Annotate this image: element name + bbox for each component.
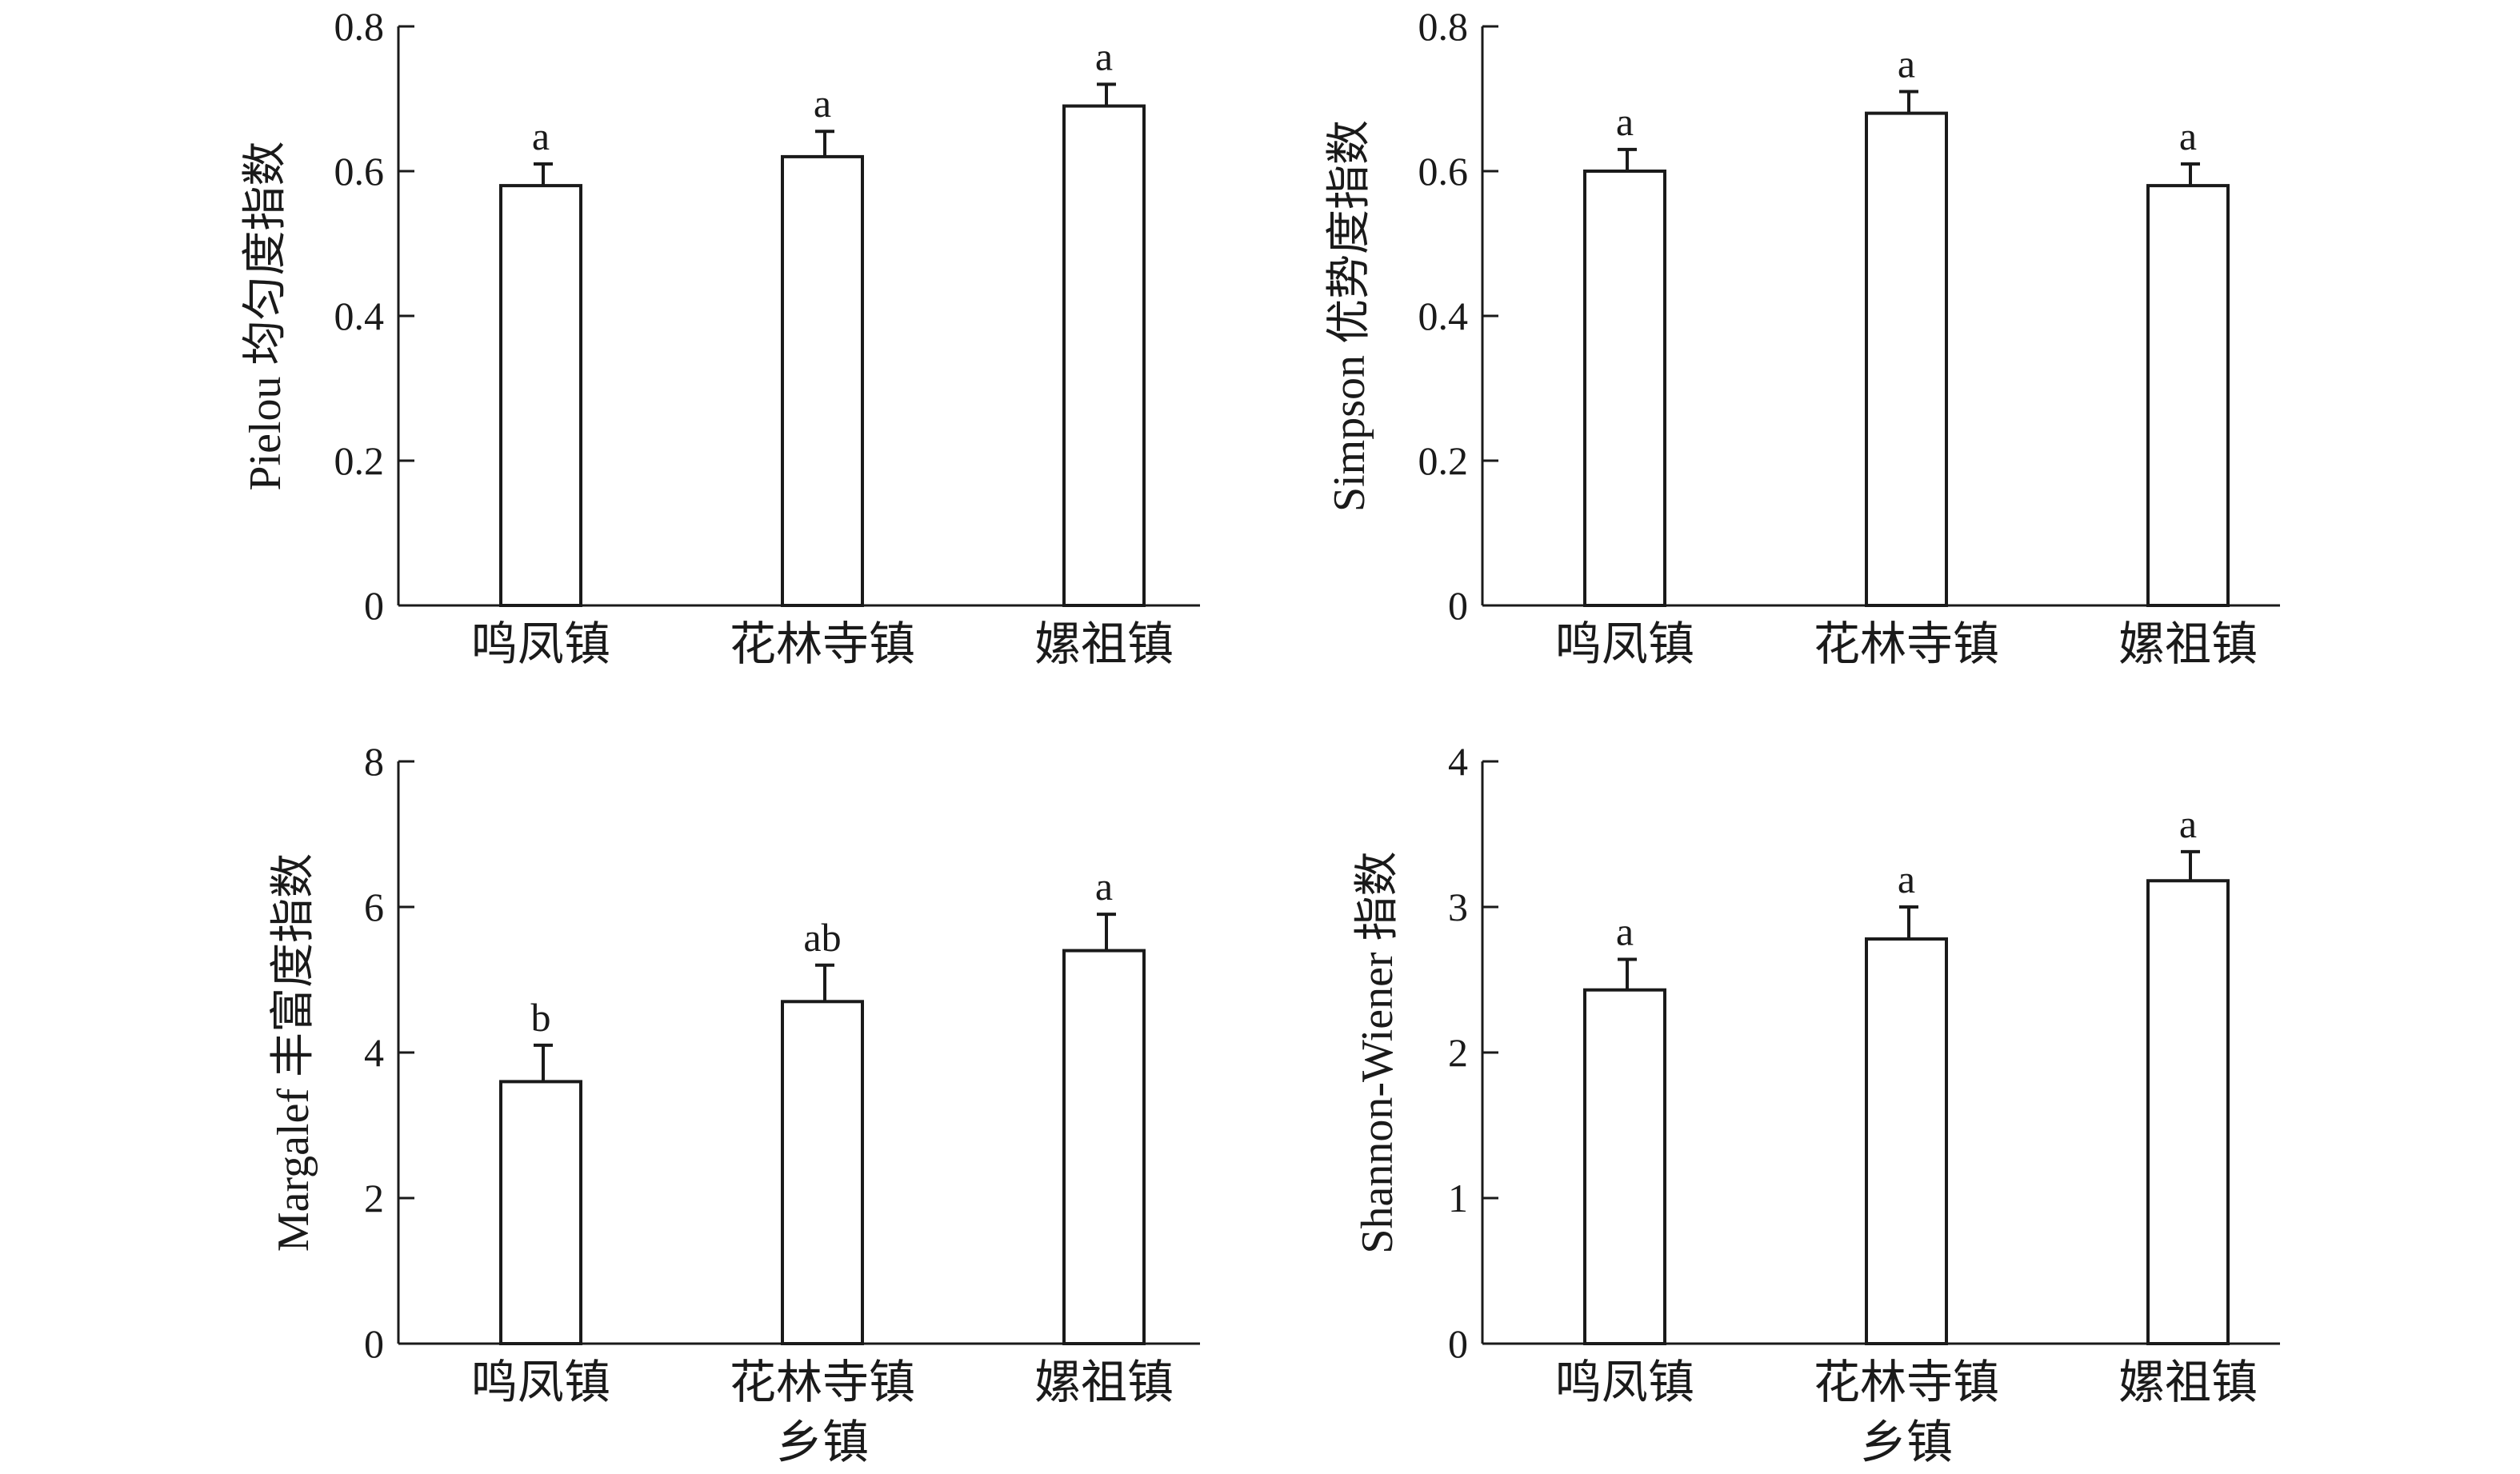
y-tick-label: 0.4 xyxy=(1418,294,1469,338)
bar xyxy=(1583,988,1666,1345)
y-tick-label: 0.8 xyxy=(334,4,385,49)
x-tick-label: 鸣凤镇 xyxy=(471,1356,610,1408)
bar xyxy=(781,154,864,607)
y-tick-label: 3 xyxy=(1448,885,1468,929)
x-tick-label: 花林寺镇 xyxy=(730,1356,915,1408)
significance-label: a xyxy=(532,114,550,158)
y-tick-label: 8 xyxy=(364,739,384,784)
significance-label: a xyxy=(2179,114,2197,158)
significance-label: a xyxy=(814,81,831,126)
y-tick-label: 0 xyxy=(364,1321,384,1366)
y-tick-label: 0.2 xyxy=(334,438,385,483)
y-tick-label: 6 xyxy=(364,885,384,929)
x-tick-label: 嫘祖镇 xyxy=(2118,1356,2258,1408)
x-tick-label: 花林寺镇 xyxy=(730,618,915,670)
x-axis-title: 乡镇 xyxy=(1860,1416,1953,1468)
x-tick-label: 花林寺镇 xyxy=(1814,1356,1999,1408)
y-tick-label: 4 xyxy=(1448,739,1468,784)
x-axis-title: 乡镇 xyxy=(776,1416,869,1468)
x-tick-label: 鸣凤镇 xyxy=(1555,1356,1694,1408)
bar xyxy=(1062,104,1146,608)
bar xyxy=(781,1000,864,1346)
significance-label: a xyxy=(1616,99,1634,144)
x-tick-label: 鸣凤镇 xyxy=(1555,618,1694,670)
chart-panel-2: 0 0.2 0.4 0.6 0.8 a 鸣凤镇 a 花林寺镇 a 嫘祖镇 Simpson 优势度指数 xyxy=(1325,4,2280,670)
bar xyxy=(2146,184,2230,608)
significance-label: a xyxy=(1898,857,1915,901)
y-axis-title: Shannon-Wiener 指数 xyxy=(1353,851,1402,1253)
y-tick-label: 0.6 xyxy=(334,149,385,194)
y-tick-label: 0 xyxy=(364,583,384,628)
significance-label: a xyxy=(1898,41,1915,86)
bar xyxy=(1583,170,1666,607)
y-tick-label: 0.2 xyxy=(1418,438,1469,483)
y-tick-label: 2 xyxy=(1448,1030,1468,1075)
significance-label: a xyxy=(1616,909,1634,954)
y-tick-label: 0.4 xyxy=(334,294,385,338)
y-tick-label: 2 xyxy=(364,1176,384,1220)
y-axis-title: Simpson 优势度指数 xyxy=(1325,120,1374,512)
y-tick-label: 0.8 xyxy=(1418,4,1469,49)
bar xyxy=(1865,937,1948,1346)
x-tick-label: 嫘祖镇 xyxy=(1034,618,1174,670)
x-tick-label: 鸣凤镇 xyxy=(471,618,610,670)
significance-label: a xyxy=(1095,34,1113,78)
significance-label: a xyxy=(1095,864,1113,909)
x-tick-label: 花林寺镇 xyxy=(1814,618,1999,670)
y-tick-label: 0 xyxy=(1448,583,1468,628)
y-tick-label: 0 xyxy=(1448,1321,1468,1366)
significance-label: ab xyxy=(803,915,841,960)
bar xyxy=(499,184,582,608)
y-tick-label: 0.6 xyxy=(1418,149,1469,194)
chart-panel-1: 0 0.2 0.4 0.6 0.8 a 鸣凤镇 a 花林寺镇 a 嫘祖镇 Pielou 均匀度指数 xyxy=(241,4,1200,670)
bar xyxy=(1865,111,1948,608)
significance-label: a xyxy=(2179,801,2197,846)
bar xyxy=(499,1080,582,1346)
y-tick-label: 1 xyxy=(1448,1176,1468,1220)
significance-label: b xyxy=(531,995,551,1040)
x-tick-label: 嫘祖镇 xyxy=(2118,618,2258,670)
bar xyxy=(1062,949,1146,1345)
x-tick-label: 嫘祖镇 xyxy=(1034,1356,1174,1408)
y-tick-label: 4 xyxy=(364,1030,384,1075)
bar xyxy=(2146,879,2230,1345)
y-axis-title: Pielou 均匀度指数 xyxy=(241,141,290,490)
y-axis-title: Margalef 丰富度指数 xyxy=(269,853,318,1252)
